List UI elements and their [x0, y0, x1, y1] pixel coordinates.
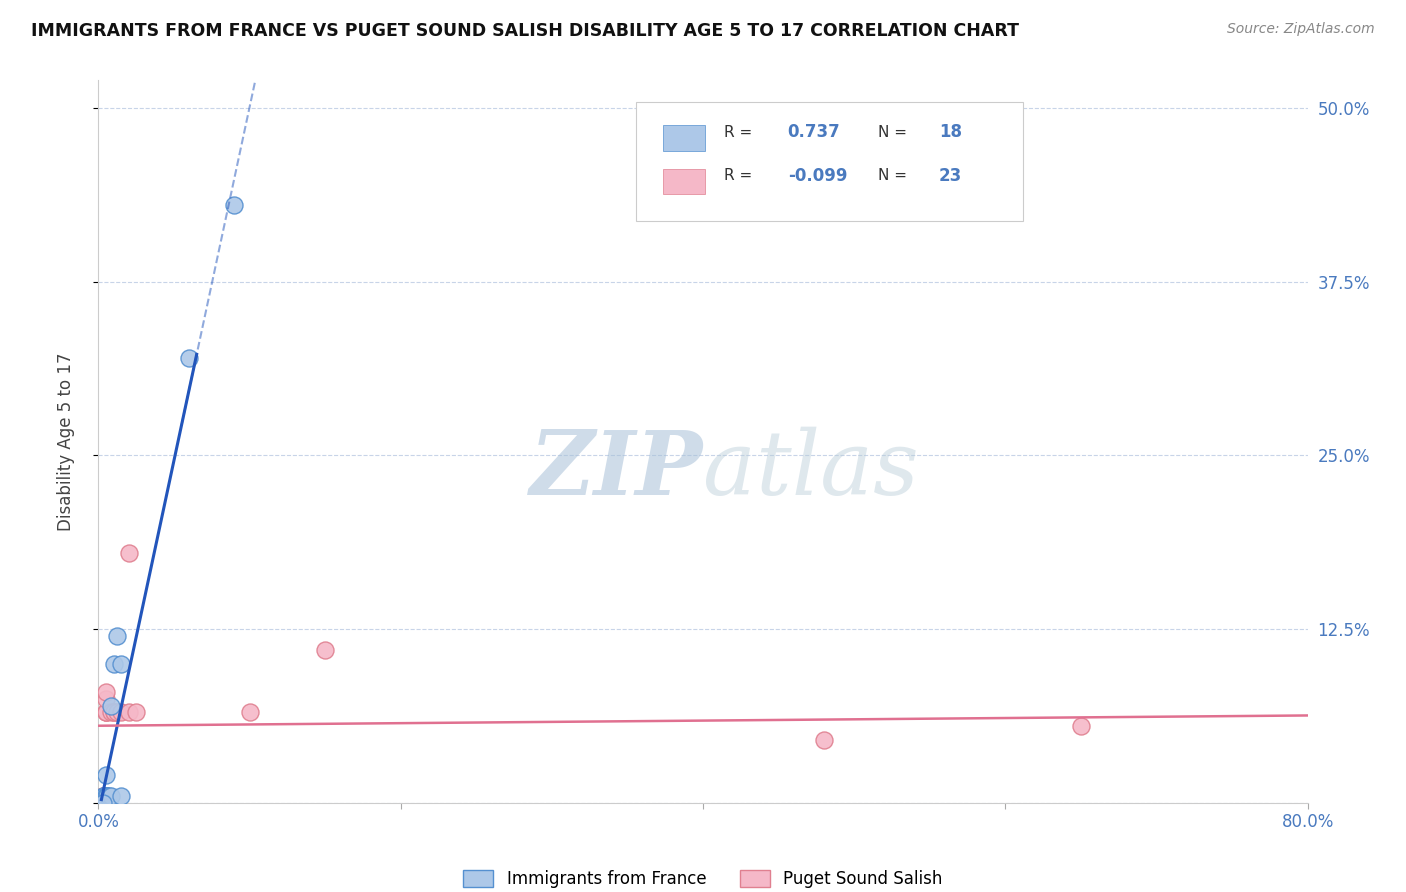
Point — [1070, 719, 1092, 733]
Point — [179, 351, 201, 366]
Point — [118, 706, 141, 720]
Point — [94, 789, 117, 803]
Point — [91, 796, 114, 810]
Text: IMMIGRANTS FROM FRANCE VS PUGET SOUND SALISH DISABILITY AGE 5 TO 17 CORRELATION : IMMIGRANTS FROM FRANCE VS PUGET SOUND SA… — [31, 22, 1019, 40]
Point — [91, 791, 114, 805]
Point — [94, 684, 117, 698]
Point — [91, 789, 114, 803]
Text: N =: N = — [879, 169, 907, 183]
Text: ZIP: ZIP — [530, 427, 703, 514]
Point — [94, 706, 117, 720]
Point — [100, 789, 122, 803]
Point — [239, 706, 262, 720]
Text: Source: ZipAtlas.com: Source: ZipAtlas.com — [1227, 22, 1375, 37]
Point — [94, 691, 117, 706]
Point — [105, 706, 128, 720]
Point — [110, 706, 132, 720]
Text: 18: 18 — [939, 123, 962, 141]
Point — [94, 768, 117, 782]
Point — [100, 706, 122, 720]
Point — [813, 733, 835, 747]
Point — [98, 789, 121, 803]
Point — [96, 789, 118, 803]
Point — [103, 657, 125, 671]
Text: 0.737: 0.737 — [787, 123, 841, 141]
Point — [94, 706, 117, 720]
Text: R =: R = — [724, 169, 752, 183]
Point — [94, 789, 117, 803]
Text: 23: 23 — [939, 167, 962, 185]
Point — [91, 789, 114, 803]
Text: atlas: atlas — [703, 427, 918, 514]
Point — [94, 706, 117, 720]
Point — [94, 789, 117, 803]
Point — [100, 698, 122, 713]
Text: R =: R = — [724, 125, 752, 140]
Point — [118, 546, 141, 560]
FancyBboxPatch shape — [664, 126, 706, 151]
Point — [314, 643, 336, 657]
FancyBboxPatch shape — [637, 102, 1024, 221]
Legend: Immigrants from France, Puget Sound Salish: Immigrants from France, Puget Sound Sali… — [457, 863, 949, 892]
FancyBboxPatch shape — [664, 169, 706, 194]
Point — [103, 706, 125, 720]
Point — [93, 789, 115, 803]
Text: -0.099: -0.099 — [787, 167, 848, 185]
Text: N =: N = — [879, 125, 907, 140]
Point — [110, 789, 132, 803]
Point — [103, 706, 125, 720]
Point — [91, 789, 114, 803]
Y-axis label: Disability Age 5 to 17: Disability Age 5 to 17 — [56, 352, 75, 531]
Point — [125, 706, 148, 720]
Point — [94, 789, 117, 803]
Point — [224, 198, 246, 212]
Point — [110, 657, 132, 671]
Point — [105, 629, 128, 643]
Point — [93, 789, 115, 803]
Point — [94, 796, 117, 810]
Point — [94, 789, 117, 803]
